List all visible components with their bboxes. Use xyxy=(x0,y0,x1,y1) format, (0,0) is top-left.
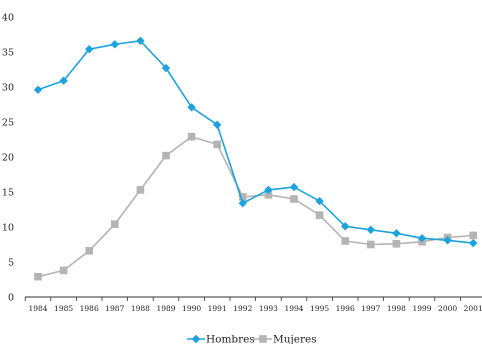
data-point-hombres xyxy=(136,36,145,45)
data-point-hombres xyxy=(213,120,222,129)
x-tick-label: 1999 xyxy=(412,304,431,313)
data-point-hombres xyxy=(341,222,350,231)
series-layer xyxy=(33,36,478,281)
y-tick-label: 30 xyxy=(2,83,14,94)
data-point-mujeres xyxy=(213,140,221,149)
x-tick-label: 2001 xyxy=(464,304,482,313)
x-tick-label: 1990 xyxy=(182,304,201,313)
x-tick-label: 1987 xyxy=(105,304,124,313)
data-point-hombres xyxy=(289,182,299,192)
data-point-mujeres xyxy=(264,191,273,199)
x-tick-label: 2000 xyxy=(438,304,457,313)
data-point-mujeres xyxy=(367,240,375,249)
x-tick-label: 1993 xyxy=(259,304,278,313)
data-point-hombres xyxy=(443,236,452,245)
data-point-mujeres xyxy=(85,247,93,255)
x-tick-label: 1984 xyxy=(28,304,47,313)
x-tick-label: 1986 xyxy=(80,304,99,313)
data-point-hombres xyxy=(417,234,427,243)
y-tick-label: 40 xyxy=(2,13,14,24)
y-tick-label: 25 xyxy=(2,118,14,129)
data-point-hombres xyxy=(187,103,196,112)
x-tick-label: 1994 xyxy=(284,304,303,313)
legend-swatch-marker xyxy=(191,334,201,344)
legend-item-mujeres: Mujeres xyxy=(254,334,317,344)
data-point-mujeres xyxy=(59,266,68,275)
x-tick-label: 1992 xyxy=(233,304,252,313)
data-point-mujeres xyxy=(136,186,145,194)
data-point-hombres xyxy=(110,40,119,49)
data-point-hombres xyxy=(85,45,94,54)
y-tick-label: 0 xyxy=(8,293,14,304)
series-hombres xyxy=(33,36,478,248)
data-point-mujeres xyxy=(290,195,298,203)
data-point-mujeres xyxy=(162,151,170,160)
axes: 0 5 10 15 20 25 30 35 40 1984 1985 1986 1987 1988 1989… xyxy=(2,13,482,313)
x-tick-label: 1991 xyxy=(208,304,227,313)
data-point-hombres xyxy=(238,199,247,208)
legend-item-hombres: Hombres xyxy=(187,334,255,344)
x-tick-label: 1996 xyxy=(336,304,355,313)
data-point-mujeres xyxy=(34,272,42,281)
data-point-mujeres xyxy=(187,132,196,141)
series-line-hombres xyxy=(37,39,474,244)
data-point-mujeres xyxy=(111,220,119,228)
x-tick-label: 1998 xyxy=(387,304,406,313)
data-point-hombres xyxy=(33,85,43,94)
data-point-hombres xyxy=(366,225,375,234)
data-point-hombres xyxy=(161,63,171,73)
data-point-mujeres xyxy=(469,231,477,240)
y-tick-label: 15 xyxy=(2,188,14,199)
data-point-mujeres xyxy=(392,240,401,248)
x-tick-label: 1997 xyxy=(361,304,380,313)
x-tick-label: 1989 xyxy=(156,304,175,313)
data-point-mujeres xyxy=(239,193,247,201)
data-point-mujeres xyxy=(341,237,349,245)
x-tick-label: 1985 xyxy=(54,304,73,313)
x-tick-label: 1995 xyxy=(310,304,329,313)
legend-label: Mujeres xyxy=(273,334,317,344)
data-point-hombres xyxy=(59,76,68,85)
series-mujeres xyxy=(34,132,477,281)
data-point-hombres xyxy=(315,196,324,206)
y-tick-label: 10 xyxy=(2,223,14,234)
y-tick-label: 20 xyxy=(2,153,14,164)
x-tick-label: 1988 xyxy=(131,304,150,313)
series-line-mujeres xyxy=(37,135,474,278)
data-point-hombres xyxy=(392,229,401,238)
y-tick-label: 5 xyxy=(8,258,14,269)
y-tick-label: 35 xyxy=(2,48,14,59)
data-point-hombres xyxy=(469,238,478,248)
legend: Hombres Mujeres xyxy=(187,334,317,344)
data-point-mujeres xyxy=(315,211,324,219)
data-point-hombres xyxy=(264,185,273,195)
legend-label: Hombres xyxy=(206,334,255,344)
legend-swatch-marker xyxy=(259,335,267,343)
